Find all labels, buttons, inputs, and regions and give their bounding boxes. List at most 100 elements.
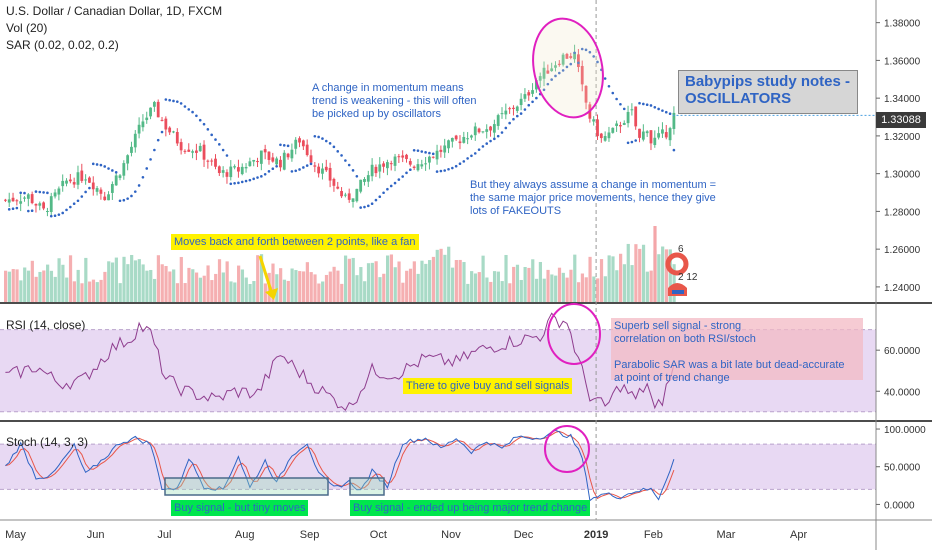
volume-bar	[259, 254, 264, 302]
sar-dot	[260, 175, 263, 178]
candle-body	[374, 166, 378, 174]
sar-dot	[630, 140, 634, 144]
candle-body	[107, 194, 110, 201]
volume-bar	[519, 279, 523, 302]
volume-bar	[309, 272, 313, 302]
sar-dot	[65, 208, 68, 212]
sar-dot	[61, 211, 64, 215]
candle-body	[38, 203, 42, 206]
sar-dot	[160, 130, 164, 134]
volume-bar	[34, 276, 38, 302]
volume-bar	[328, 271, 332, 302]
fan-arrow	[258, 255, 274, 295]
volume-bar	[580, 273, 585, 302]
sar-dot	[416, 149, 420, 152]
volume-bar	[122, 256, 126, 302]
sar-dot	[218, 143, 221, 146]
buy-major-note: Buy signal - ended up being major trend …	[350, 500, 591, 516]
time-axis: May Jun Jul Aug Sep Oct Nov Dec 2019 Feb Mar Apr	[5, 529, 807, 541]
volume-bar	[607, 255, 611, 302]
fakeouts-note: But they always assume a change in momen…	[470, 179, 717, 217]
candle-body	[565, 53, 569, 59]
candle-body	[53, 192, 57, 197]
volume-bar	[512, 266, 516, 302]
candle-body	[405, 154, 408, 160]
sar-dot	[664, 110, 668, 114]
sar-dot	[378, 195, 382, 199]
candle-body	[542, 67, 546, 79]
sar-dot	[420, 150, 424, 153]
volume-bar	[321, 281, 325, 302]
stoch-d-line	[5, 430, 675, 500]
volume-bar	[485, 277, 489, 302]
candle-body	[550, 68, 554, 72]
volume-bar	[420, 260, 424, 302]
volume-bar	[233, 282, 237, 302]
sar-dot	[53, 214, 57, 218]
volume-bar	[645, 271, 649, 302]
sar-dot	[69, 205, 72, 209]
candle-body	[592, 119, 596, 122]
sar-dot	[382, 191, 385, 195]
stoch-label: Stoch (14, 3, 3)	[6, 435, 89, 449]
candle-body	[500, 113, 504, 115]
volume-bar	[156, 255, 160, 302]
candle-body	[554, 65, 557, 68]
sar-dot	[462, 160, 466, 163]
sar-dot	[27, 209, 30, 213]
volume-bars	[4, 226, 676, 302]
candle-body	[363, 178, 366, 182]
candle-body	[259, 150, 263, 164]
volume-bar	[179, 256, 183, 302]
volume-bar	[546, 269, 550, 302]
candle-body	[202, 144, 206, 160]
sar-dot	[397, 178, 401, 181]
candle-body	[244, 167, 248, 169]
volume-bar	[343, 255, 348, 302]
price-tick-label: 1.26000	[884, 245, 921, 256]
sar-dot	[546, 82, 550, 86]
sar-dot	[592, 55, 595, 58]
sar-dot	[504, 126, 508, 130]
candle-body	[577, 54, 580, 68]
sar-dot	[84, 190, 87, 194]
time-tick-label: Aug	[235, 529, 255, 541]
candle-body	[68, 179, 72, 182]
volume-bar	[217, 259, 222, 302]
volume-bar	[141, 264, 145, 302]
candle-body	[301, 140, 305, 147]
volume-bar	[103, 271, 107, 302]
candle-body	[175, 131, 179, 144]
sar-dot	[642, 102, 645, 106]
volume-bar	[244, 277, 248, 302]
volume-bar	[30, 260, 34, 302]
volume-bar	[340, 283, 344, 302]
price-tick-label: 1.30000	[884, 170, 921, 181]
candle-body	[408, 161, 412, 165]
sar-dot	[130, 194, 133, 198]
sar-dot	[305, 164, 309, 167]
candle-body	[252, 159, 256, 162]
volume-bar	[49, 270, 54, 302]
volume-bar	[569, 269, 573, 302]
sar-dot	[141, 175, 145, 179]
sar-dot	[111, 169, 114, 172]
sar-dot	[38, 190, 42, 194]
sar-dot	[645, 103, 649, 107]
sar-dot	[164, 98, 168, 101]
sar-dot	[363, 205, 366, 209]
price-tick-label: 1.38000	[884, 19, 921, 30]
candle-body	[137, 124, 141, 134]
volume-bar	[657, 254, 661, 302]
stoch-tick-label: 0.0000	[884, 500, 915, 511]
volume-bar	[68, 255, 73, 302]
volume-bar	[557, 267, 562, 302]
volume-bar	[191, 269, 195, 302]
volume-bar	[527, 267, 531, 302]
sar-dot	[187, 108, 191, 111]
candle-body	[531, 90, 534, 94]
candle-body	[569, 56, 573, 58]
peak-circle-stoch	[544, 425, 590, 473]
sar-dot	[88, 186, 91, 190]
sar-dot	[657, 107, 660, 111]
